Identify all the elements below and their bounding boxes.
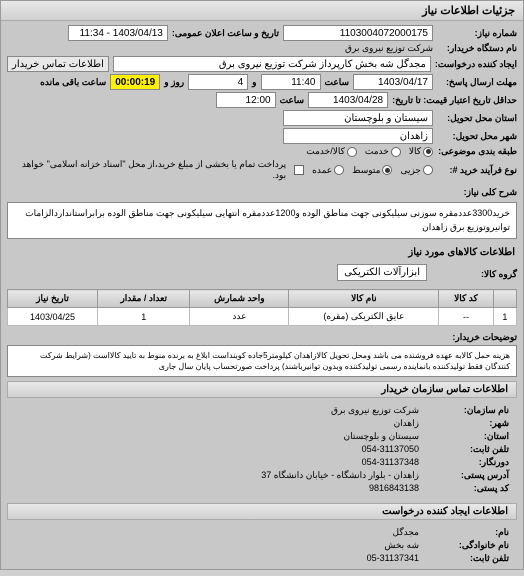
- creator-header: اطلاعات ایجاد کننده درخواست: [7, 503, 517, 520]
- province-value: سیستان و بلوچستان: [344, 431, 420, 442]
- org-value: شرکت توزیع نیروی برق: [331, 405, 419, 416]
- payment-checkbox[interactable]: [294, 165, 304, 175]
- category-radio-group: کالا خدمت کالا/خدمت: [306, 146, 433, 157]
- creator-label: ایجاد کننده درخواست:: [435, 59, 517, 70]
- radio-minor[interactable]: جزیی: [400, 165, 433, 176]
- cell-qty: 1: [98, 308, 190, 326]
- contact-header: اطلاعات تماس سازمان خریدار: [7, 381, 517, 398]
- notes-label: توضیحات خریدار:: [437, 332, 517, 343]
- creator-phone-label: تلفن ثابت:: [419, 553, 509, 564]
- radio-both-circle: [347, 147, 357, 157]
- delivery-province-field: سیستان و بلوچستان: [283, 110, 433, 126]
- page-header: جزئیات اطلاعات نیاز: [1, 1, 523, 21]
- process-radio-group: جزیی متوسط عمده پرداخت تمام یا بخشی از م…: [7, 159, 433, 181]
- radio-service-circle: [391, 147, 401, 157]
- th-qty: تعداد / مقدار: [98, 290, 190, 308]
- fax-value: 054-31137348: [362, 457, 419, 468]
- page-title: جزئیات اطلاعات نیاز: [422, 5, 515, 17]
- process-type-label: نوع فرآیند خرید #:: [437, 165, 517, 176]
- radio-goods-circle: [423, 147, 433, 157]
- address-label: آدرس پستی:: [419, 470, 509, 481]
- day-and-label: روز و: [164, 77, 184, 88]
- main-container: جزئیات اطلاعات نیاز شماره نیاز: 11030040…: [0, 0, 524, 570]
- city-label: شهر:: [419, 418, 509, 429]
- price-validity-label: حداقل تاریخ اعتبار قیمت: تا تاریخ:: [392, 95, 517, 106]
- time-label-2: ساعت: [280, 95, 305, 106]
- remaining-label: ساعت باقی مانده: [40, 77, 106, 88]
- deadline-date-field: 1403/04/17: [353, 74, 433, 90]
- contact-button[interactable]: اطلاعات تماس خریدار: [7, 56, 109, 72]
- radio-service-label: خدمت: [365, 146, 389, 157]
- group-label: گروه کالا:: [437, 269, 517, 280]
- radio-medium[interactable]: متوسط: [352, 165, 392, 176]
- buyer-notes: هزینه حمل کالابه عهده فروشنده می باشد وم…: [7, 345, 517, 377]
- form-section: شماره نیاز: 1103004072000175 تاریخ و ساع…: [1, 21, 523, 187]
- contact-section: نام سازمان: شرکت توزیع نیروی برق شهر: زا…: [1, 400, 523, 499]
- deadline-time-field: 11:40: [261, 74, 321, 90]
- address-value: زاهدان - بلوار دانشگاه - خیابان دانشگاه …: [261, 470, 419, 481]
- th-name: نام کالا: [289, 290, 439, 308]
- public-date-field: 1403/04/13 - 11:34: [68, 25, 168, 41]
- delivery-city-field: زاهدان: [283, 128, 433, 144]
- countdown-timer: 00:00:19: [110, 74, 160, 90]
- radio-minor-circle: [423, 165, 433, 175]
- fax-label: دورنگار:: [419, 457, 509, 468]
- deadline-label: مهلت ارسال پاسخ:: [437, 77, 517, 88]
- price-validity-date-field: 1403/04/28: [308, 92, 388, 108]
- request-number-label: شماره نیاز:: [437, 28, 517, 39]
- phone-value: 054-31137050: [362, 444, 419, 455]
- category-label: طبقه بندی موضوعی:: [437, 146, 517, 157]
- th-code: کد کالا: [439, 290, 493, 308]
- description-box: خرید3300عددمقره سوزنی سیلیکونی جهت مناطق…: [7, 202, 517, 239]
- province-label: استان:: [419, 431, 509, 442]
- group-value: ابزارآلات الکتریکی: [337, 264, 427, 281]
- cell-num: 1: [493, 308, 516, 326]
- delivery-province-label: استان محل تحویل:: [437, 113, 517, 124]
- buyer-org-value: شرکت توزیع نیروی برق: [345, 43, 433, 54]
- radio-minor-label: جزیی: [400, 165, 421, 176]
- request-number-field: 1103004072000175: [283, 25, 433, 41]
- th-unit: واحد شمارش: [190, 290, 289, 308]
- radio-both[interactable]: کالا/خدمت: [306, 146, 357, 157]
- postal-label: کد پستی:: [419, 483, 509, 494]
- radio-medium-circle: [382, 165, 392, 175]
- radio-goods[interactable]: کالا: [409, 146, 433, 157]
- cell-date: 1403/04/25: [8, 308, 98, 326]
- name-value: مجدگل: [393, 527, 419, 538]
- th-row: [493, 290, 516, 308]
- phone-label: تلفن ثابت:: [419, 444, 509, 455]
- cell-name: عایق الکتریکی (مقره): [289, 308, 439, 326]
- buyer-org-label: نام دستگاه خریدار:: [437, 43, 517, 54]
- family-label: نام خانوادگی:: [419, 540, 509, 551]
- city-value: زاهدان: [394, 418, 419, 429]
- radio-major[interactable]: عمده: [312, 165, 344, 176]
- radio-goods-label: کالا: [409, 146, 421, 157]
- th-date: تاریخ نیاز: [8, 290, 98, 308]
- cell-unit: عدد: [190, 308, 289, 326]
- radio-service[interactable]: خدمت: [365, 146, 401, 157]
- description-label: شرح کلی نیاز:: [437, 187, 517, 198]
- creator-phone-value: 05-31137341: [367, 553, 419, 564]
- cell-code: --: [439, 308, 493, 326]
- radio-major-label: عمده: [312, 165, 332, 176]
- name-label: نام:: [419, 527, 509, 538]
- radio-medium-label: متوسط: [352, 165, 380, 176]
- public-date-label: تاریخ و ساعت اعلان عمومی:: [172, 28, 279, 39]
- creator-field: مجدگل شه بخش کارپرداز شرکت توزیع نیروی ب…: [113, 56, 431, 72]
- org-label: نام سازمان:: [419, 405, 509, 416]
- days-remaining-field: 4: [188, 74, 248, 90]
- time-label-1: ساعت: [325, 77, 350, 88]
- and-label: و: [252, 77, 256, 88]
- table-section-title: اطلاعات کالاهای مورد نیاز: [1, 243, 523, 262]
- postal-value: 9816843138: [369, 483, 419, 494]
- family-value: شه بخش: [384, 540, 419, 551]
- items-table: کد کالا نام کالا واحد شمارش تعداد / مقدا…: [7, 289, 517, 326]
- radio-both-label: کالا/خدمت: [306, 146, 345, 157]
- creator-section: نام: مجدگل نام خانوادگی: شه بخش تلفن ثاب…: [1, 522, 523, 569]
- radio-major-circle: [334, 165, 344, 175]
- price-validity-time-field: 12:00: [216, 92, 276, 108]
- delivery-city-label: شهر محل تحویل:: [437, 131, 517, 142]
- table-row: 1 -- عایق الکتریکی (مقره) عدد 1 1403/04/…: [8, 308, 517, 326]
- payment-note: پرداخت تمام یا بخشی از مبلغ خرید،از محل …: [7, 159, 286, 181]
